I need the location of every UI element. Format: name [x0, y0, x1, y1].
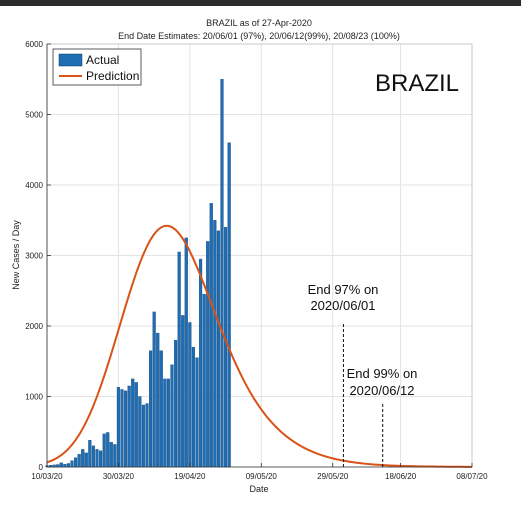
annotation-lines — [342, 324, 384, 467]
x-tick-label: 30/03/20 — [103, 472, 135, 481]
bar — [227, 142, 231, 468]
x-tick-label: 29/05/20 — [317, 472, 349, 481]
bar — [156, 332, 160, 468]
bar — [134, 382, 138, 468]
annotation-97-line2: 2020/06/01 — [310, 298, 375, 313]
legend-label-actual: Actual — [86, 53, 119, 67]
bar — [216, 230, 221, 468]
y-tick-label: 0 — [39, 463, 44, 472]
x-tick-label: 09/05/20 — [246, 472, 278, 481]
bar — [95, 449, 99, 468]
bar — [102, 433, 106, 468]
bar — [209, 203, 213, 468]
bar — [170, 364, 174, 468]
bar — [109, 442, 113, 468]
bar — [181, 315, 185, 468]
grid — [46, 43, 473, 468]
bar — [145, 403, 149, 468]
chart-subtitle: End Date Estimates: 20/06/01 (97%), 20/0… — [118, 31, 400, 41]
bar — [188, 322, 192, 468]
legend-swatch-actual — [58, 53, 83, 67]
x-axis-label: Date — [249, 484, 268, 494]
prediction-line — [46, 224, 473, 468]
bar — [70, 460, 74, 468]
bar — [127, 385, 131, 468]
bar — [148, 350, 153, 468]
x-tick-label: 18/06/20 — [385, 472, 417, 481]
bar — [202, 294, 206, 468]
legend-label-prediction: Prediction — [86, 69, 139, 83]
bar — [73, 457, 78, 468]
y-tick-label: 6000 — [25, 40, 43, 49]
bar — [173, 339, 178, 468]
bar — [206, 241, 210, 468]
bar — [120, 389, 124, 468]
bar — [63, 464, 67, 468]
y-tick-label: 3000 — [25, 252, 43, 261]
bar — [195, 357, 199, 468]
bar — [81, 449, 85, 468]
bar — [91, 445, 96, 468]
y-tick-label: 1000 — [25, 393, 43, 402]
bar — [116, 387, 121, 468]
annotation-97-line1: End 97% on — [308, 282, 379, 297]
bar — [84, 452, 88, 468]
x-tick-label: 10/03/20 — [31, 472, 63, 481]
y-tick-label: 2000 — [25, 322, 43, 331]
annotation-99-line2: 2020/06/12 — [349, 383, 414, 398]
x-tick-label: 19/04/20 — [174, 472, 206, 481]
bar — [184, 237, 188, 468]
bar — [141, 404, 146, 468]
bar — [213, 220, 217, 468]
bar — [223, 227, 228, 468]
x-tick-label: 08/07/20 — [456, 472, 488, 481]
annotations: End 97% on 2020/06/01 End 99% on 2020/06… — [308, 282, 418, 398]
x-axis: 10/03/20 30/03/20 19/04/20 09/05/20 29/05/20… — [31, 463, 488, 481]
bar — [177, 251, 181, 468]
bar — [77, 454, 81, 468]
bar — [198, 258, 203, 468]
bar — [113, 444, 117, 468]
top-bar — [0, 0, 521, 6]
bar — [88, 440, 92, 468]
bar — [191, 346, 196, 468]
bar — [152, 311, 156, 468]
y-tick-label: 4000 — [25, 181, 43, 190]
bar — [220, 79, 224, 468]
bar — [98, 450, 103, 468]
bar — [59, 462, 63, 468]
bar — [106, 432, 110, 468]
annotation-99-line1: End 99% on — [347, 366, 418, 381]
actual-series — [45, 79, 231, 468]
country-label: BRAZIL — [375, 70, 459, 97]
y-axis: 0 1000 2000 3000 4000 5000 6000 — [25, 40, 51, 472]
bar — [66, 463, 71, 468]
bar — [159, 350, 163, 468]
bar — [138, 396, 142, 468]
bar — [123, 390, 128, 468]
bar — [131, 378, 135, 468]
y-axis-label: New Cases / Day — [11, 220, 21, 290]
chart-title: BRAZIL as of 27-Apr-2020 — [206, 18, 312, 28]
bar — [163, 378, 167, 468]
legend: Actual Prediction — [52, 48, 142, 86]
bar — [166, 378, 171, 468]
y-tick-label: 5000 — [25, 111, 43, 120]
